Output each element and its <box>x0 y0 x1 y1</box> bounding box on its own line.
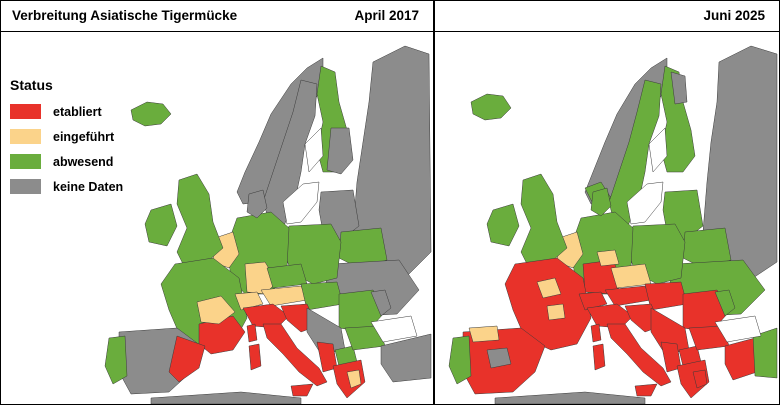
region-sicily <box>290 383 314 397</box>
date-label-2017: April 2017 <box>354 8 419 23</box>
region-greece-islands <box>346 369 362 389</box>
region-france <box>504 257 592 351</box>
legend-label: eingeführt <box>53 129 115 144</box>
legend-label: etabliert <box>53 104 102 119</box>
legend-item-keine-daten: keine Daten <box>10 178 123 195</box>
region-greece-islands <box>692 369 708 389</box>
legend-swatch-red <box>10 104 41 119</box>
legend-item-etabliert: etabliert <box>10 103 123 120</box>
map-panel-2025: Juni 2025 <box>435 1 779 404</box>
region-germany-intro <box>596 249 620 267</box>
region-sardinia <box>248 343 262 371</box>
region-portugal <box>448 335 472 385</box>
region-sardinia <box>592 343 606 371</box>
region-spain-north <box>468 325 500 343</box>
region-finland-south <box>326 127 354 175</box>
region-turkey-east <box>752 327 778 379</box>
map-panel-2017: Verbreitung Asiatische Tigermücke April … <box>1 1 435 404</box>
region-iceland <box>130 101 172 127</box>
europe-map-2025 <box>448 45 778 404</box>
region-turkey <box>380 333 432 383</box>
figure-title: Verbreitung Asiatische Tigermücke <box>12 8 238 23</box>
region-sicily <box>634 383 658 397</box>
panel-header-2025: Juni 2025 <box>435 1 779 32</box>
region-north-africa <box>150 391 302 404</box>
region-iceland <box>470 93 512 121</box>
region-ireland <box>486 203 520 247</box>
legend-title: Status <box>10 77 53 93</box>
legend: Status etabliert eingeführt abwesend kei… <box>10 77 123 203</box>
region-spain-coast <box>168 335 206 383</box>
region-corsica <box>246 323 258 343</box>
region-denmark <box>246 189 268 219</box>
region-france-intro-2 <box>546 303 566 321</box>
legend-swatch-yellow <box>10 129 41 144</box>
region-baltic-sea <box>626 181 664 225</box>
region-turkey-west <box>724 337 758 381</box>
legend-swatch-grey <box>10 179 41 194</box>
region-switzerland <box>578 291 608 311</box>
panel-header-2017: Verbreitung Asiatische Tigermücke April … <box>1 1 433 32</box>
region-bothnia <box>648 127 668 173</box>
region-france-intro <box>196 295 236 325</box>
region-moldova <box>714 289 736 317</box>
legend-item-abwesend: abwesend <box>10 153 123 170</box>
region-uk <box>520 173 568 269</box>
region-corsica <box>590 323 602 343</box>
region-switzerland <box>234 291 264 311</box>
europe-map-2017 <box>104 45 432 404</box>
region-portugal <box>104 335 128 385</box>
region-uk <box>176 173 224 269</box>
region-black-sea <box>714 315 762 343</box>
date-label-2025: Juni 2025 <box>703 8 765 23</box>
region-black-sea <box>370 315 418 343</box>
region-spain-interior <box>486 347 512 369</box>
legend-label: abwesend <box>53 154 114 169</box>
legend-label: keine Daten <box>53 179 124 194</box>
region-finland-north <box>670 71 688 105</box>
legend-swatch-green <box>10 154 41 169</box>
region-north-africa <box>494 391 646 404</box>
region-denmark <box>590 187 612 217</box>
region-italy <box>606 323 672 387</box>
legend-item-eingefuehrt: eingeführt <box>10 128 123 145</box>
region-italy-north <box>242 303 290 329</box>
region-baltic-sea <box>282 181 320 225</box>
region-greece <box>676 359 710 399</box>
region-bothnia <box>304 127 324 173</box>
region-france-intro-1 <box>536 277 562 299</box>
region-italy <box>262 323 328 387</box>
region-italy-north <box>586 303 634 329</box>
region-moldova <box>370 289 392 317</box>
region-ireland <box>144 203 178 247</box>
